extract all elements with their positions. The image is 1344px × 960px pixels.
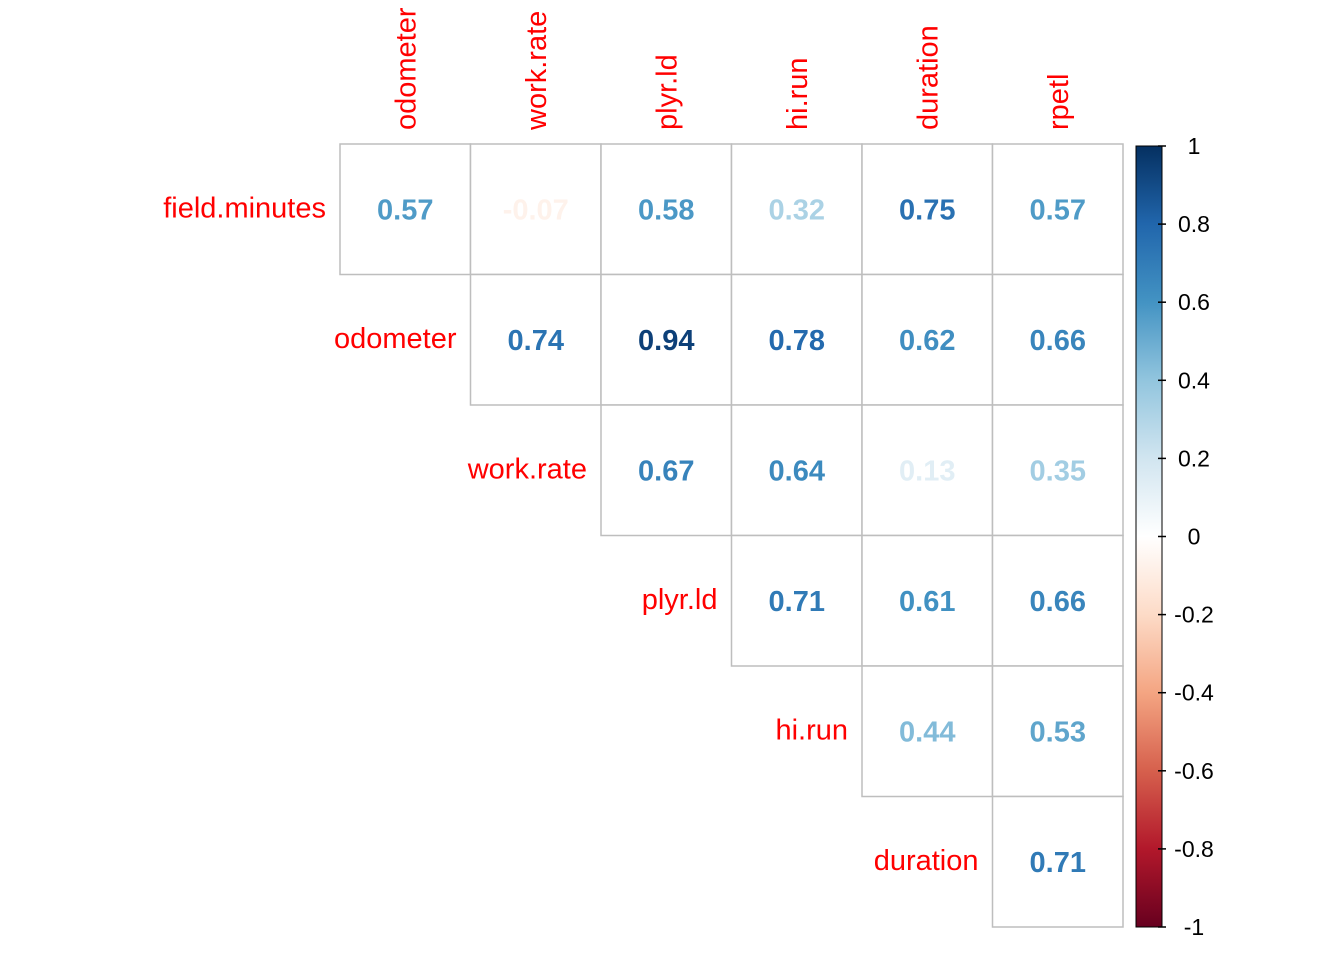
color-bar-tick-label: -0.2	[1174, 602, 1214, 628]
cells-layer: 0.57 -0.07 0.58 0.32 0.75 0.57 0.74 0.94 0.78 0.6…	[339, 143, 1124, 928]
cell-value: 0.71	[1030, 847, 1086, 879]
cell-value: -0.07	[503, 194, 569, 226]
cell-field.minutes-plyr.ld	[600, 143, 733, 276]
color-bar-tick-label: 0.8	[1178, 211, 1210, 237]
cell-value: 0.75	[899, 194, 955, 226]
cell-work.rate-plyr.ld	[600, 404, 733, 537]
cell-value: 0.44	[899, 716, 955, 748]
color-bar-tick-label: 0.6	[1178, 289, 1210, 315]
cell-hi.run-rpetl	[991, 665, 1124, 798]
row-label-hi.run: hi.run	[775, 714, 848, 746]
cell-duration-rpetl	[991, 795, 1124, 928]
cell-plyr.ld-duration	[861, 534, 994, 667]
color-bar-tick-label: -0.8	[1174, 836, 1214, 862]
cell-value: 0.58	[638, 194, 694, 226]
cell-value: 0.57	[1030, 194, 1086, 226]
column-label-duration: duration	[912, 25, 944, 130]
color-bar-tick-label: -1	[1184, 914, 1204, 940]
color-bar	[1135, 145, 1163, 928]
color-bar-tick-label: 0	[1188, 524, 1201, 550]
cell-value: 0.71	[769, 586, 825, 618]
color-bar-tick-label: 0.4	[1178, 367, 1210, 393]
cell-value: 0.32	[769, 194, 825, 226]
cell-plyr.ld-rpetl	[991, 534, 1124, 667]
cell-value: 0.53	[1030, 716, 1086, 748]
cell-value: 0.13	[899, 455, 955, 487]
row-label-duration: duration	[874, 845, 979, 877]
column-label-plyr.ld: plyr.ld	[651, 54, 683, 130]
cell-value: 0.78	[769, 325, 825, 357]
cell-value: 0.67	[638, 455, 694, 487]
cell-value: 0.64	[769, 455, 825, 487]
cell-odometer-plyr.ld	[600, 273, 733, 406]
cell-field.minutes-rpetl	[991, 143, 1124, 276]
row-labels: field.minutes odometer work.rate plyr.ld hi.…	[163, 192, 978, 877]
cell-field.minutes-hi.run	[730, 143, 863, 276]
color-bar-tick-label: 0.2	[1178, 445, 1210, 471]
row-label-field.minutes: field.minutes	[163, 192, 326, 224]
cell-value: 0.62	[899, 325, 955, 357]
cell-value: 0.66	[1030, 325, 1086, 357]
cell-value: 0.74	[508, 325, 564, 357]
color-bar-tick-label: -0.4	[1174, 680, 1214, 706]
cell-plyr.ld-hi.run	[730, 534, 863, 667]
cell-work.rate-rpetl	[991, 404, 1124, 537]
column-label-hi.run: hi.run	[782, 57, 814, 130]
cell-field.minutes-duration	[861, 143, 994, 276]
row-label-work.rate: work.rate	[467, 453, 587, 485]
cell-odometer-work.rate	[469, 273, 602, 406]
row-label-plyr.ld: plyr.ld	[642, 584, 718, 616]
cell-work.rate-hi.run	[730, 404, 863, 537]
cell-field.minutes-work.rate	[469, 143, 602, 276]
cell-value: 0.35	[1030, 455, 1086, 487]
cell-field.minutes-odometer	[339, 143, 472, 276]
cell-value: 0.94	[638, 325, 694, 357]
cell-work.rate-duration	[861, 404, 994, 537]
cell-value: 0.61	[899, 586, 955, 618]
cell-odometer-duration	[861, 273, 994, 406]
cell-odometer-rpetl	[991, 273, 1124, 406]
column-label-work.rate: work.rate	[521, 11, 553, 131]
column-label-rpetl: rpetl	[1043, 74, 1075, 130]
cell-value: 0.66	[1030, 586, 1086, 618]
row-label-odometer: odometer	[334, 323, 457, 355]
color-legend: 1 0.8 0.6 0.4 0.2 0 -0.2 -0.4 -0.6 -0.8 -1	[1135, 133, 1214, 940]
cell-value: 0.57	[377, 194, 433, 226]
color-bar-tick-label: -0.6	[1174, 758, 1214, 784]
column-label-odometer: odometer	[390, 7, 422, 130]
cell-hi.run-duration	[861, 665, 994, 798]
color-bar-tick-label: 1	[1188, 133, 1201, 159]
column-labels: odometer work.rate plyr.ld hi.run duration rp…	[390, 7, 1075, 131]
